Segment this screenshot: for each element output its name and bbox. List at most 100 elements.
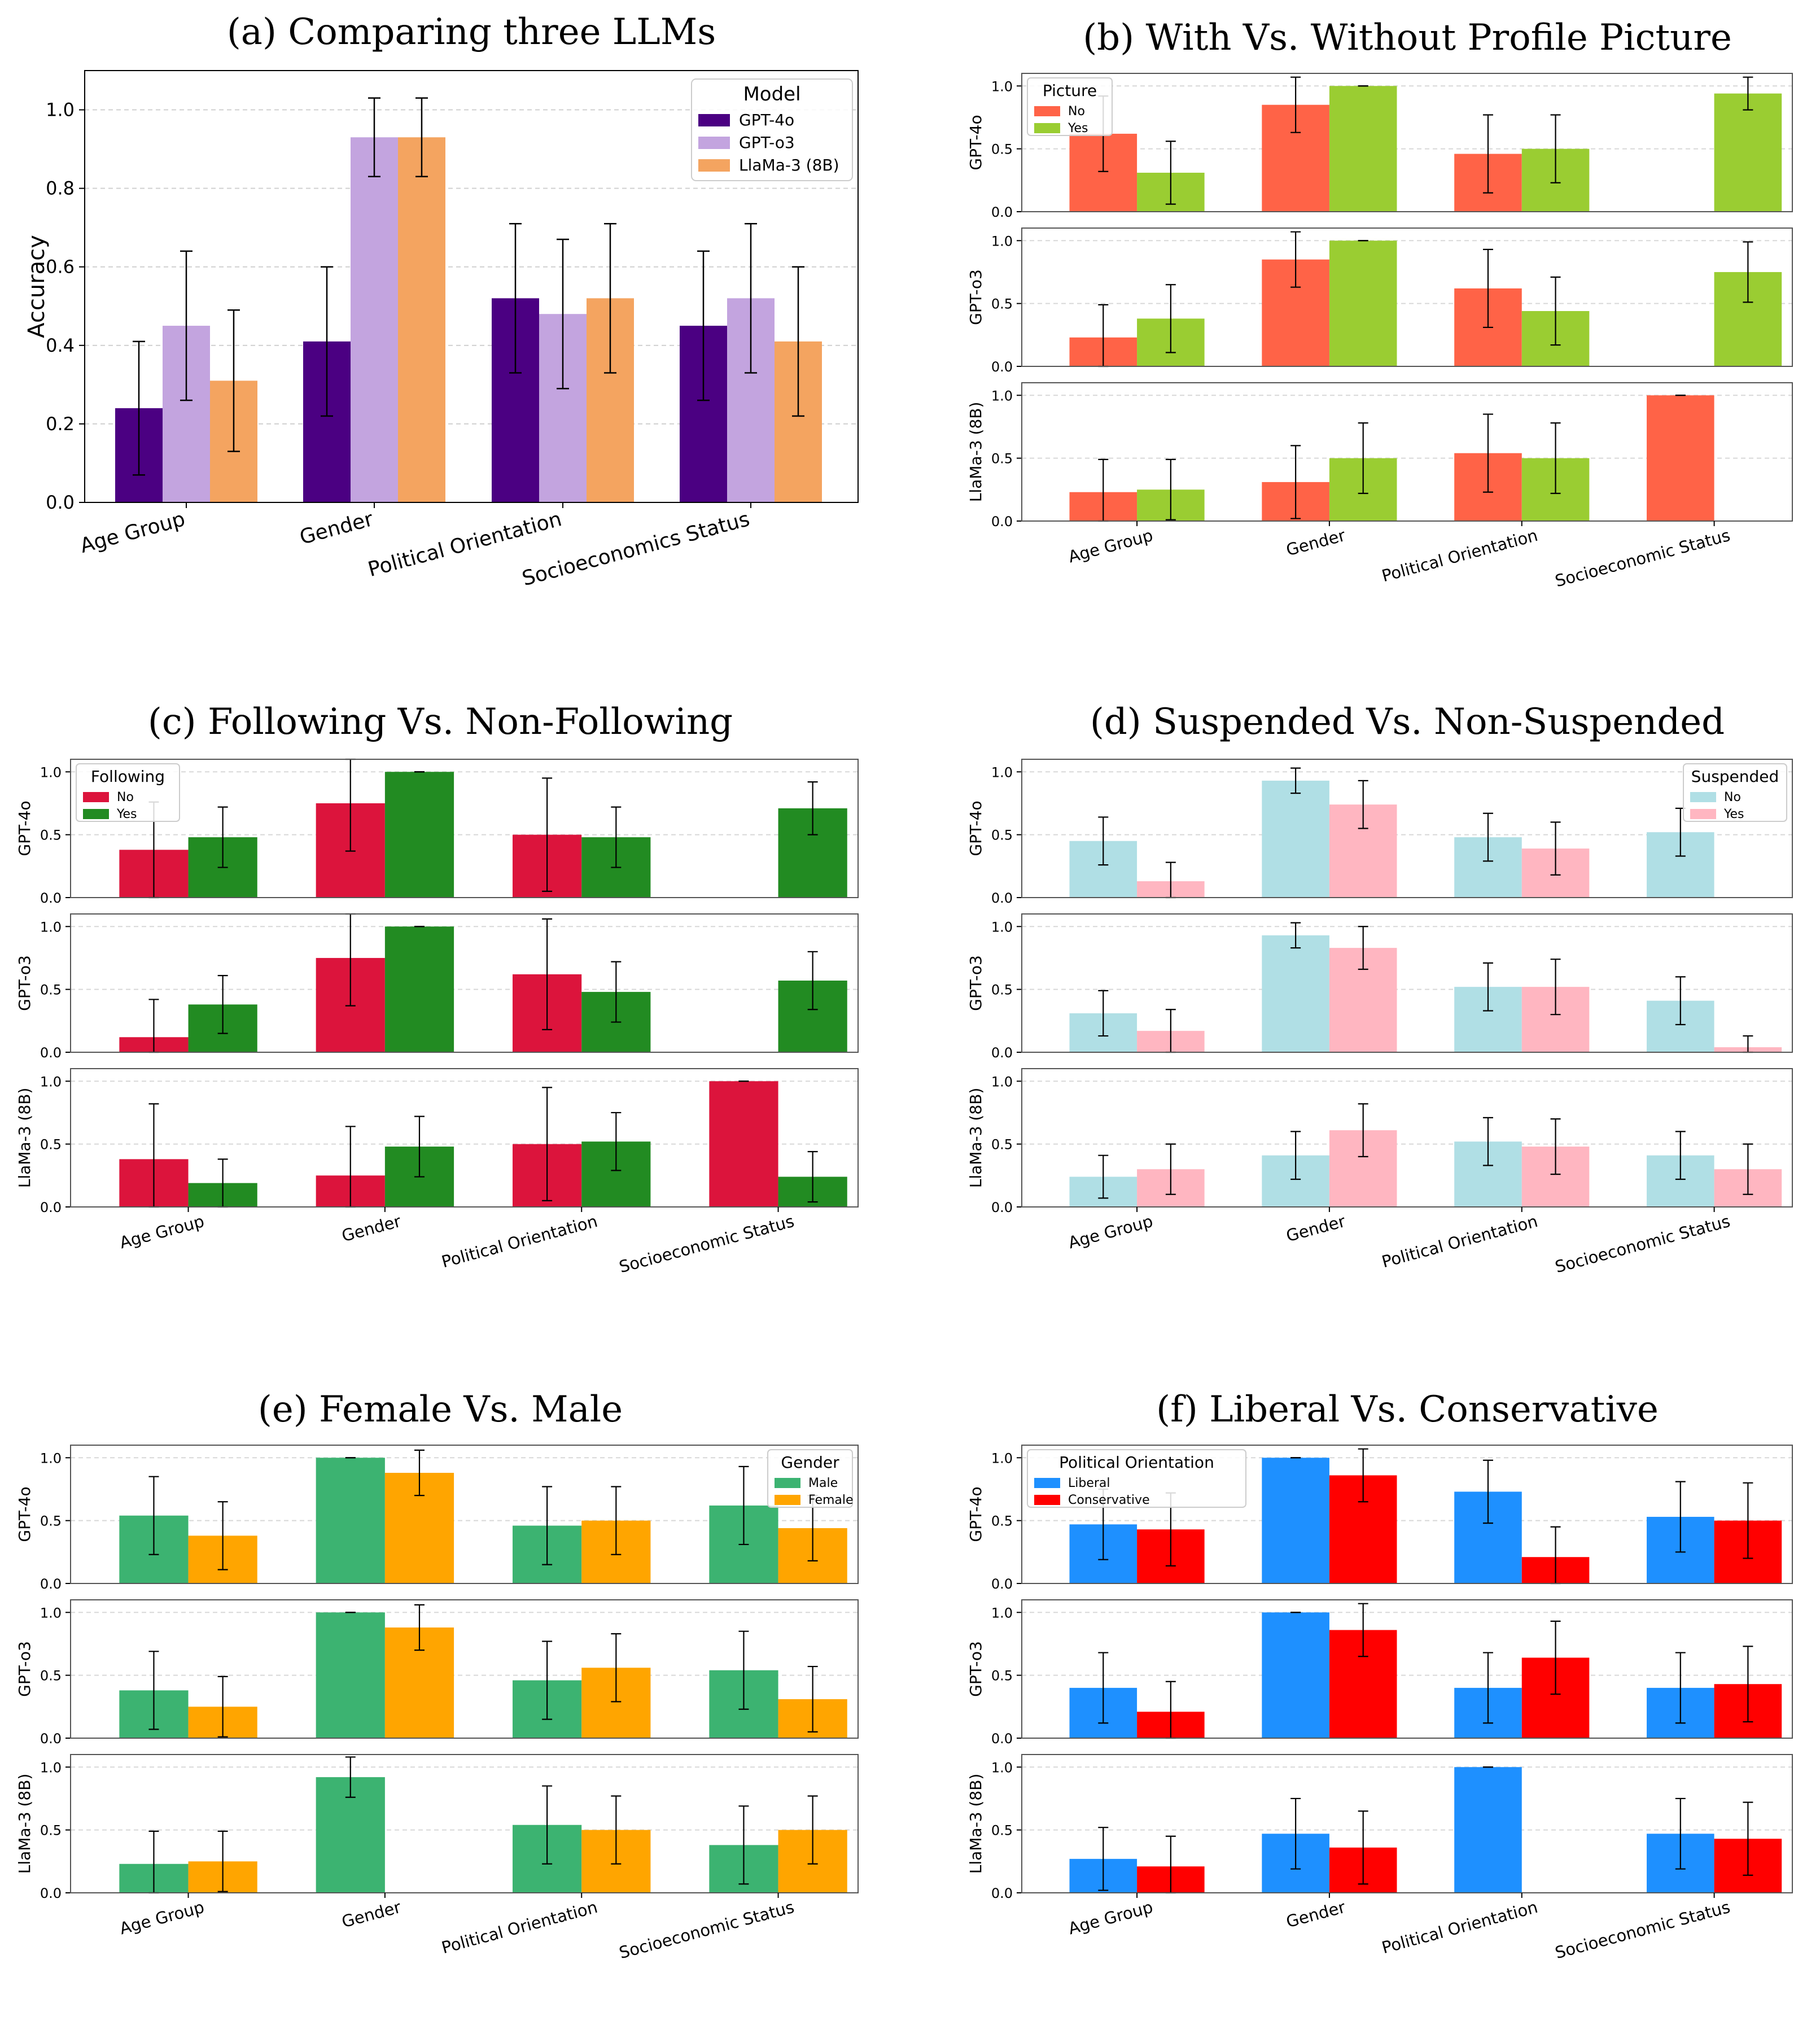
y-tick-label: 1.0	[40, 764, 62, 780]
subplot-2: 0.0 0.5 1.0 LlaMa-3 (8B) Age Group Gender Poli…	[966, 382, 1793, 591]
legend-title: Model	[743, 83, 800, 106]
y-tick-label: 0.5	[991, 451, 1013, 467]
legend-label: Liberal	[1068, 1476, 1110, 1490]
y-tick-label: 1.0	[991, 78, 1013, 94]
subplot-2: 0.0 0.5 1.0 LlaMa-3 (8B) Age Group Gender Poli…	[966, 1754, 1793, 1963]
y-axis-label: Accuracy	[24, 235, 50, 338]
plot-frame	[84, 70, 859, 503]
y-tick-label: 0.6	[46, 256, 75, 278]
panel-title: (b) With Vs. Without Profile Picture	[1083, 17, 1732, 59]
y-tick-label: 0.0	[991, 514, 1013, 530]
legend-swatch	[775, 1478, 800, 1488]
legend-swatch	[698, 159, 730, 172]
legend-title: Suspended	[1691, 767, 1779, 786]
subplot-2: 0.0 0.5 1.0 LlaMa-3 (8B) Age Group Gender Poli…	[15, 1754, 859, 1963]
y-tick-label: 0.0	[991, 890, 1013, 906]
bar-yes	[1329, 86, 1397, 212]
y-tick-label: 0.5	[40, 828, 62, 843]
legend-box	[76, 763, 180, 822]
legend-label: No	[117, 790, 134, 804]
plot-frame	[1021, 1754, 1793, 1893]
y-tick-label: 1.0	[40, 1605, 62, 1621]
legend-label: Male	[808, 1476, 838, 1490]
y-tick-label: 1.0	[991, 1760, 1013, 1775]
y-axis-label: GPT-o3	[966, 269, 985, 325]
y-axis-label: GPT-o3	[966, 1641, 985, 1697]
subplot-1: 0.0 0.5 1.0 GPT-o3	[966, 1599, 1793, 1747]
bar-liberal	[1262, 1458, 1329, 1583]
legend-label: Yes	[1723, 807, 1744, 821]
x-tick-label: Socioeconomic Status	[617, 1211, 796, 1277]
panel-f: (f) Liberal Vs. Conservative 0.0 0.5 1.0 GPT…	[966, 1389, 1793, 1963]
x-tick-label: Socioeconomic Status	[1553, 1897, 1732, 1963]
y-axis-label: LlaMa-3 (8B)	[15, 1088, 34, 1188]
subplot-0: 0.0 0.5 1.0 GPT-4o Suspended No Yes	[966, 759, 1793, 906]
legend-swatch	[698, 114, 730, 126]
legend-label: Conservative	[1068, 1493, 1150, 1507]
legend-label: Yes	[116, 807, 137, 821]
legend-swatch	[83, 809, 109, 819]
legend-box	[1683, 763, 1787, 822]
x-tick-label: Socioeconomic Status	[1553, 526, 1732, 591]
y-tick-label: 0.0	[991, 1885, 1013, 1901]
legend-swatch	[1034, 1495, 1060, 1505]
subplot-1: 0.0 0.5 1.0 GPT-o3	[966, 913, 1793, 1061]
plot-frame	[70, 1754, 859, 1893]
x-tick-label: Political Orientation	[439, 1211, 600, 1271]
y-axis-label: LlaMa-3 (8B)	[966, 1774, 985, 1874]
y-tick-label: 1.0	[40, 919, 62, 935]
x-tick-label: Socioeconomic Status	[1553, 1211, 1732, 1277]
y-axis-label: GPT-4o	[15, 1486, 34, 1542]
y-tick-label: 0.0	[46, 492, 75, 513]
legend-swatch	[1690, 809, 1716, 819]
bar-yes	[1329, 240, 1397, 366]
y-tick-label: 0.0	[40, 1885, 62, 1901]
legend-swatch	[1690, 792, 1716, 802]
subplot-2: 0.0 0.5 1.0 LlaMa-3 (8B) Age Group Gender Poli…	[15, 1068, 859, 1277]
panel-title: (e) Female Vs. Male	[258, 1389, 623, 1430]
legend-box	[1027, 77, 1113, 136]
y-tick-label: 1.0	[991, 1605, 1013, 1621]
legend-box	[767, 1449, 853, 1508]
x-tick-label: Gender	[340, 1897, 403, 1932]
y-tick-label: 0.5	[991, 828, 1013, 843]
y-tick-label: 1.0	[991, 388, 1013, 404]
bar-male	[316, 1458, 385, 1583]
legend-title: Following	[91, 767, 165, 786]
plot-frame	[70, 913, 859, 1053]
panel-title: (c) Following Vs. Non-Following	[148, 701, 733, 743]
legend-swatch	[698, 137, 730, 149]
y-tick-label: 1.0	[991, 764, 1013, 780]
x-tick-label: Age Group	[1066, 1897, 1155, 1939]
x-tick-label: Gender	[1284, 526, 1348, 560]
x-tick-label: Political Orientation	[439, 1897, 600, 1957]
x-tick-label: Age Group	[1066, 526, 1155, 567]
y-tick-label: 0.2	[46, 413, 75, 435]
y-tick-label: 0.4	[46, 335, 75, 356]
legend-label: No	[1724, 790, 1741, 804]
y-axis-label: GPT-4o	[966, 800, 985, 856]
y-tick-label: 1.0	[40, 1450, 62, 1466]
legend-label: Yes	[1068, 121, 1088, 135]
y-tick-label: 0.0	[991, 1200, 1013, 1215]
y-axis-label: LlaMa-3 (8B)	[15, 1774, 34, 1874]
y-axis-label: GPT-o3	[15, 955, 34, 1011]
x-tick-label: Gender	[298, 508, 376, 549]
bar-no	[709, 1081, 778, 1207]
y-axis-label: LlaMa-3 (8B)	[966, 402, 985, 502]
x-tick-label: Age Group	[117, 1897, 206, 1939]
legend-swatch	[1034, 123, 1060, 133]
bar-liberal	[1262, 1612, 1329, 1738]
y-tick-label: 0.5	[991, 1513, 1013, 1529]
y-tick-label: 0.0	[991, 1045, 1013, 1061]
x-tick-label: Socioeconomic Status	[617, 1897, 796, 1963]
y-axis-label: GPT-4o	[966, 1486, 985, 1542]
panel-title: (a) Comparing three LLMs	[227, 11, 716, 53]
y-tick-label: 0.0	[991, 359, 1013, 375]
plot-frame	[1021, 1599, 1793, 1739]
x-tick-label: Gender	[1284, 1211, 1348, 1246]
legend-swatch	[1034, 1478, 1060, 1488]
y-tick-label: 0.5	[991, 982, 1013, 998]
subplot-1: 0.0 0.5 1.0 GPT-o3	[15, 913, 859, 1061]
